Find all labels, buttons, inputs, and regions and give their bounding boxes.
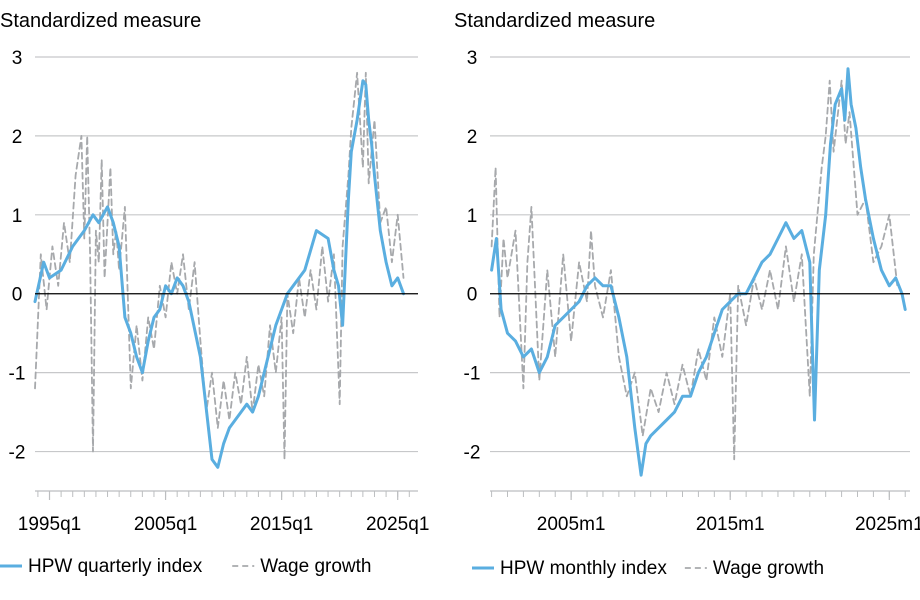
y-tick-label: 1 — [467, 206, 478, 227]
chart-panel-quarterly: Standardized measure 3 2 1 0 -1 -2 1995q1 2005q1… — [0, 10, 429, 577]
x-tick-label: 2025q1 — [366, 514, 429, 535]
x-tick-label: 2025m1 — [855, 514, 920, 535]
series-line-wage-growth — [34, 71, 405, 461]
y-tick-label: 3 — [12, 48, 23, 69]
y-axis-label: Standardized measure — [0, 10, 201, 32]
y-tick-label: 1 — [12, 206, 23, 227]
y-tick-label: 2 — [12, 127, 23, 148]
y-tick-label: -1 — [464, 364, 481, 385]
legend-label: HPW quarterly index — [28, 556, 203, 577]
y-tick-label: 0 — [12, 285, 23, 306]
y-tick-label: -2 — [9, 443, 26, 464]
series-line-hpw-monthly-index — [490, 67, 907, 477]
x-tick-label: 2015q1 — [250, 514, 313, 535]
legend-label: Wage growth — [260, 556, 371, 577]
legend-label: Wage growth — [713, 558, 824, 579]
y-axis-label: Standardized measure — [454, 10, 655, 32]
x-tick-label: 2015m1 — [696, 514, 765, 535]
chart-panel-monthly: Standardized measure 3 2 1 0 -1 -2 2005m1 2015m1… — [454, 10, 920, 579]
y-tick-label: 3 — [467, 48, 478, 69]
x-tick-label: 2005q1 — [134, 514, 197, 535]
x-tick-label: 1995q1 — [18, 514, 81, 535]
x-tick-label: 2005m1 — [537, 514, 606, 535]
y-tick-label: 2 — [467, 127, 478, 148]
y-tick-label: -2 — [464, 443, 481, 464]
legend-label: HPW monthly index — [500, 558, 667, 579]
y-tick-label: -1 — [9, 364, 26, 385]
series-line-wage-growth — [490, 79, 899, 461]
y-tick-label: 0 — [467, 285, 478, 306]
series-line-hpw-quarterly-index — [33, 79, 405, 469]
